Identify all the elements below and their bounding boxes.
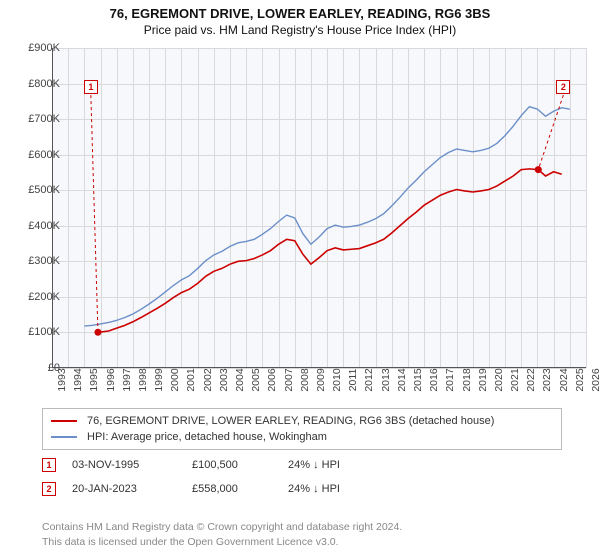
y-axis-tick-label: £100K [28, 326, 60, 338]
y-axis-tick-label: £500K [28, 184, 60, 196]
x-axis-tick-label: 1997 [121, 368, 133, 391]
x-axis-tick-label: 2016 [428, 368, 440, 391]
callout-pct-vs-hpi: 24% ↓ HPI [288, 459, 398, 471]
series-layer [52, 48, 586, 368]
annotation-connector-1 [91, 95, 98, 332]
x-axis-tick-label: 2003 [218, 368, 230, 391]
x-axis-tick-label: 2011 [347, 369, 359, 392]
x-axis-tick-label: 2022 [525, 368, 537, 391]
x-axis-tick-label: 2010 [331, 368, 343, 391]
legend-label: 76, EGREMONT DRIVE, LOWER EARLEY, READIN… [87, 415, 494, 427]
x-axis-tick-label: 2025 [574, 368, 586, 391]
x-axis-tick-label: 2015 [412, 368, 424, 391]
callout-date: 20-JAN-2023 [72, 483, 192, 495]
footnote-line-1: Contains HM Land Registry data © Crown c… [42, 520, 402, 534]
annotation-connector-2 [538, 95, 563, 169]
x-axis-tick-label: 2020 [493, 368, 505, 391]
x-axis-tick-label: 2021 [509, 368, 521, 391]
y-axis-tick-label: £300K [28, 255, 60, 267]
legend: 76, EGREMONT DRIVE, LOWER EARLEY, READIN… [42, 408, 562, 450]
x-axis-tick-label: 2012 [363, 368, 375, 391]
plot-area [52, 48, 586, 368]
x-axis-tick-label: 2017 [444, 368, 456, 391]
y-axis-tick-label: £200K [28, 291, 60, 303]
annotation-box-1: 1 [84, 80, 98, 94]
x-axis-tick-label: 2004 [234, 368, 246, 391]
series-line-property [98, 169, 562, 332]
x-axis-tick-label: 1998 [137, 368, 149, 391]
x-axis-tick-label: 2002 [202, 368, 214, 391]
y-axis-tick-label: £700K [28, 113, 60, 125]
x-axis-tick-label: 2018 [461, 368, 473, 391]
x-axis-tick-label: 2013 [380, 368, 392, 391]
legend-item: HPI: Average price, detached house, Woki… [51, 429, 553, 445]
y-axis-tick-label: £600K [28, 149, 60, 161]
callout-date: 03-NOV-1995 [72, 459, 192, 471]
x-axis-tick-label: 1993 [56, 368, 68, 391]
callout-price: £558,000 [192, 483, 288, 495]
callout-pct-vs-hpi: 24% ↓ HPI [288, 483, 398, 495]
x-axis-tick-label: 2023 [541, 368, 553, 391]
y-axis-tick-label: £400K [28, 220, 60, 232]
x-axis-tick-label: 2026 [590, 368, 600, 391]
gridline-vertical [586, 48, 587, 368]
x-axis-tick-label: 2006 [266, 368, 278, 391]
callout-marker-2: 2 [42, 482, 56, 496]
chart-title: 76, EGREMONT DRIVE, LOWER EARLEY, READIN… [0, 0, 600, 21]
y-axis-tick-label: £800K [28, 78, 60, 90]
sale-marker-2 [535, 166, 542, 173]
x-axis-tick-label: 2001 [185, 368, 197, 391]
callout-row-2: 2 20-JAN-2023£558,00024% ↓ HPI [42, 482, 398, 496]
legend-item: 76, EGREMONT DRIVE, LOWER EARLEY, READIN… [51, 413, 553, 429]
x-axis-tick-label: 1996 [105, 368, 117, 391]
x-axis-tick-label: 2024 [558, 368, 570, 391]
x-axis-tick-label: 1995 [88, 368, 100, 391]
legend-label: HPI: Average price, detached house, Woki… [87, 431, 327, 443]
footnote-line-2: This data is licensed under the Open Gov… [42, 535, 339, 549]
callout-price: £100,500 [192, 459, 288, 471]
chart-subtitle: Price paid vs. HM Land Registry's House … [0, 21, 600, 37]
y-axis-tick-label: £900K [28, 42, 60, 54]
x-axis-tick-label: 2009 [315, 368, 327, 391]
x-axis-tick-label: 2000 [169, 368, 181, 391]
x-axis-tick-label: 2007 [283, 368, 295, 391]
x-axis-tick-label: 2008 [299, 368, 311, 391]
legend-swatch [51, 420, 77, 422]
callout-marker-1: 1 [42, 458, 56, 472]
x-axis-tick-label: 2005 [250, 368, 262, 391]
x-axis-tick-label: 2014 [396, 368, 408, 391]
x-axis-tick-label: 1994 [72, 368, 84, 391]
series-line-hpi [84, 107, 569, 326]
x-axis-tick-label: 2019 [477, 368, 489, 391]
callout-row-1: 1 03-NOV-1995£100,50024% ↓ HPI [42, 458, 398, 472]
x-axis-tick-label: 1999 [153, 368, 165, 391]
annotation-box-2: 2 [556, 80, 570, 94]
legend-swatch [51, 436, 77, 438]
chart-container: 76, EGREMONT DRIVE, LOWER EARLEY, READIN… [0, 0, 600, 560]
